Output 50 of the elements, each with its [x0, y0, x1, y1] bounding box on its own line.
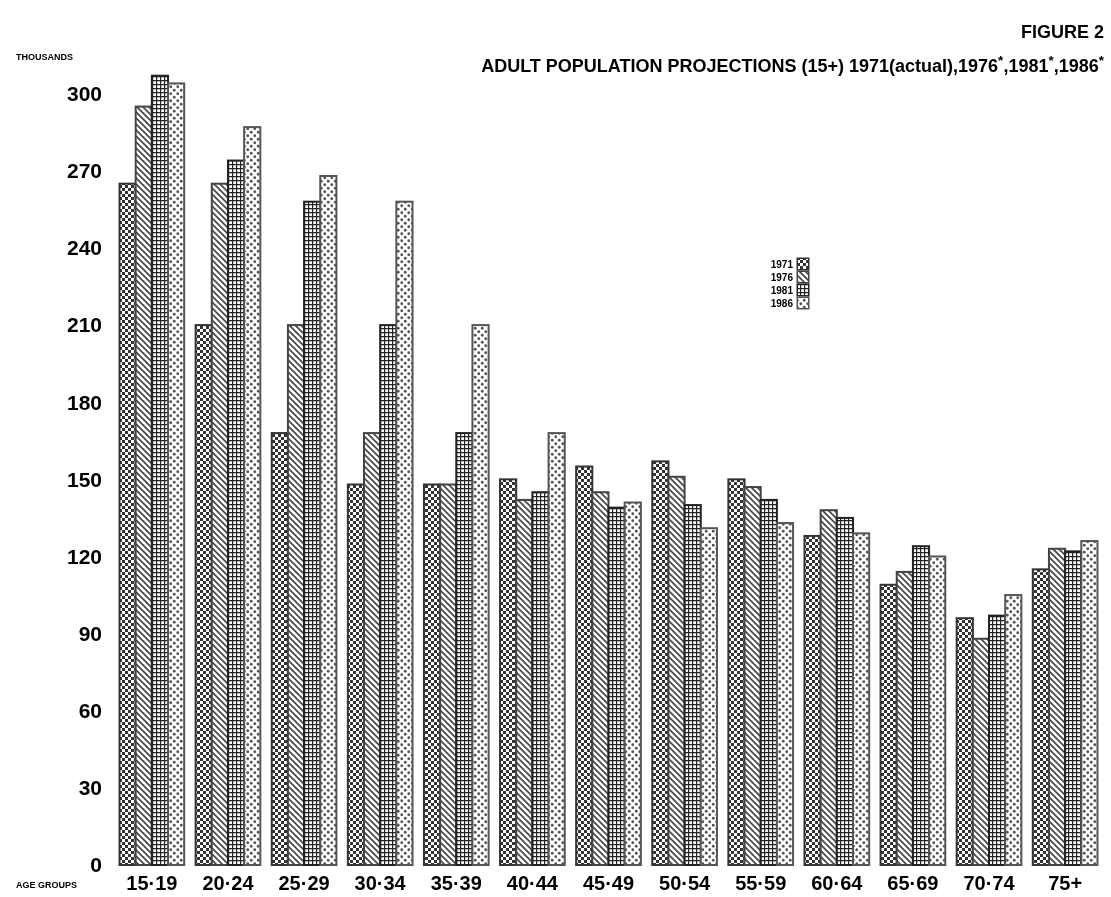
y-tick-label: 90	[78, 621, 102, 645]
bar	[243, 126, 262, 866]
x-tick-label: 40·44	[506, 872, 559, 894]
bar	[727, 478, 746, 866]
bar	[591, 491, 610, 866]
x-tick-label: 50·54	[659, 872, 712, 894]
legend-label: 1971	[770, 259, 794, 270]
x-tick-label: 55·59	[735, 872, 787, 894]
y-tick-label: 180	[66, 390, 102, 414]
x-tick-label: 15·19	[126, 872, 178, 894]
y-axis-title: THOUSANDS	[16, 52, 74, 62]
x-tick-label: 75+	[1048, 872, 1083, 894]
x-tick-label: 35·39	[430, 872, 482, 894]
x-tick-label: 60·64	[811, 872, 864, 894]
bar	[1080, 540, 1099, 866]
y-tick-label: 150	[66, 467, 102, 491]
x-tick-label: 20·24	[202, 872, 255, 894]
bar	[623, 501, 642, 866]
x-tick-label: 45·49	[582, 872, 635, 894]
bar	[547, 432, 566, 866]
legend-label: 1986	[770, 298, 794, 309]
y-tick-label: 30	[78, 776, 102, 800]
y-tick-label: 270	[66, 159, 102, 183]
legend-label: 1976	[770, 272, 794, 283]
x-tick-label: 70·74	[963, 872, 1016, 894]
bar	[531, 491, 550, 866]
y-tick-label: 0	[90, 853, 102, 877]
x-tick-label: 30·34	[354, 872, 407, 894]
bar	[699, 527, 718, 866]
y-tick-label: 210	[66, 313, 102, 337]
y-tick-label: 60	[78, 699, 102, 723]
x-tick-label: 25·29	[278, 872, 330, 894]
bar	[851, 532, 871, 866]
bar	[803, 534, 822, 866]
chart-title: ADULT POPULATION PROJECTIONS (15+) 1971(actual),1976$^{*}$,1981$^{*}$,1986$^{*}$	[481, 52, 1105, 76]
bar	[471, 324, 490, 866]
chart-subtitle: FIGURE 2	[1020, 22, 1104, 42]
x-tick-label: 65·69	[887, 872, 939, 894]
bar	[395, 200, 414, 866]
y-tick-label: 240	[66, 236, 102, 260]
y-tick-label: 120	[66, 544, 102, 568]
bar	[319, 174, 338, 866]
y-tick-label: 300	[66, 82, 102, 106]
legend-label: 1981	[770, 285, 794, 296]
bar	[775, 522, 795, 866]
bar	[167, 82, 186, 866]
bar	[1004, 594, 1023, 866]
bar	[928, 555, 947, 866]
x-axis-title: AGE GROUPS	[16, 880, 78, 890]
bar	[667, 475, 686, 866]
